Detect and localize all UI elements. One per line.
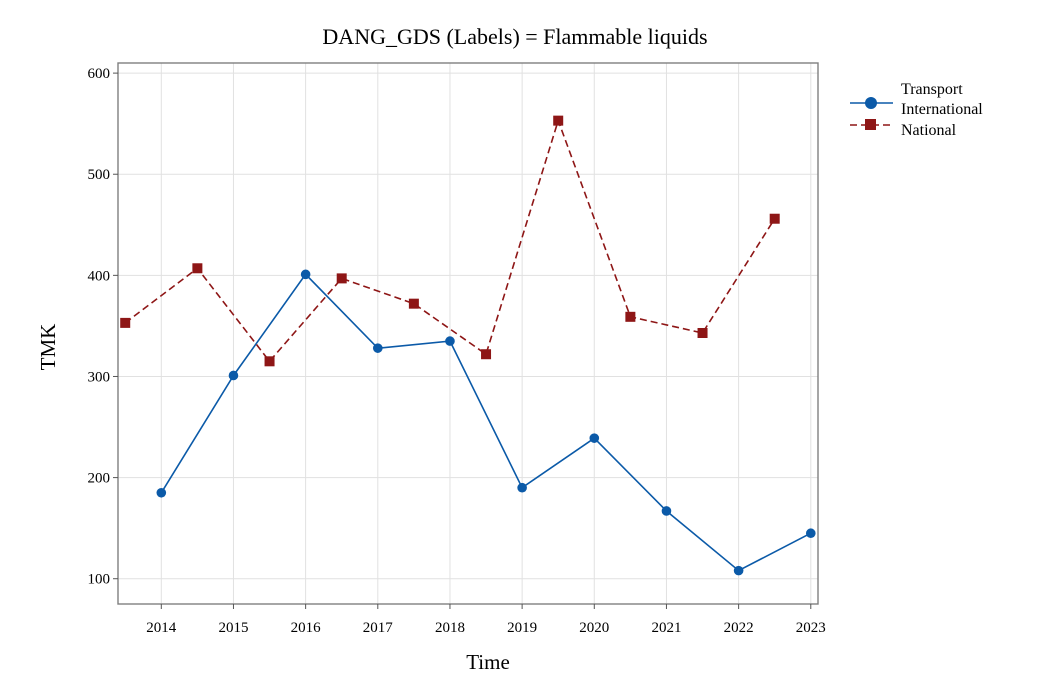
data-point-international [445, 336, 455, 346]
x-tick-label: 2020 [579, 620, 609, 636]
data-point-international [661, 506, 672, 516]
y-tick-label: 200 [88, 471, 111, 487]
legend-label-national: National [901, 122, 957, 139]
data-point-international [372, 343, 383, 353]
data-point-national [553, 115, 564, 126]
data-point-national [769, 213, 780, 224]
legend-marker-international [865, 97, 877, 109]
y-tick-label: 100 [88, 572, 111, 588]
data-point-national [336, 273, 347, 284]
data-point-international [589, 433, 600, 443]
y-axis: 100 200 300 400 500 600 [88, 66, 118, 588]
x-axis: 2014 2015 2016 2017 2018 2019 2020 2021 2022 2023 [146, 604, 826, 636]
data-point-national [264, 356, 275, 367]
y-tick-label: 600 [88, 66, 111, 82]
data-point-national [192, 263, 203, 274]
data-point-international [517, 482, 527, 493]
data-point-national [120, 317, 131, 328]
legend-label-international: International [901, 101, 983, 118]
grid [118, 63, 818, 604]
data-point-national [408, 298, 419, 309]
y-tick-label: 300 [88, 369, 111, 385]
x-axis-title: Time [466, 650, 510, 674]
chart-title: DANG_GDS (Labels) = Flammable liquids [322, 24, 707, 49]
series-layer [120, 115, 816, 576]
x-tick-label: 2014 [146, 620, 177, 636]
x-tick-label: 2018 [435, 620, 465, 636]
data-point-international [733, 565, 744, 576]
data-point-international [805, 528, 816, 539]
x-tick-label: 2019 [507, 620, 537, 636]
x-tick-label: 2017 [363, 620, 394, 636]
x-tick-label: 2015 [218, 620, 248, 636]
series-line-international [160, 273, 812, 572]
y-axis-title: TMK [36, 324, 60, 371]
legend-marker-national [865, 119, 876, 130]
x-tick-label: 2022 [724, 620, 754, 636]
x-tick-label: 2021 [651, 620, 681, 636]
data-point-national [697, 327, 708, 338]
x-tick-label: 2016 [291, 620, 322, 636]
data-point-international [228, 370, 239, 381]
x-tick-label: 2023 [796, 620, 826, 636]
plot-frame [117, 62, 819, 605]
legend-title: Transport [901, 81, 963, 98]
series-line-national [124, 118, 776, 363]
data-point-national [481, 349, 492, 360]
data-point-international [156, 487, 167, 498]
y-tick-label: 400 [88, 268, 111, 284]
data-point-international [300, 269, 311, 280]
legend: Transport International National [850, 81, 983, 139]
data-point-national [625, 311, 636, 322]
y-tick-label: 500 [88, 167, 111, 183]
